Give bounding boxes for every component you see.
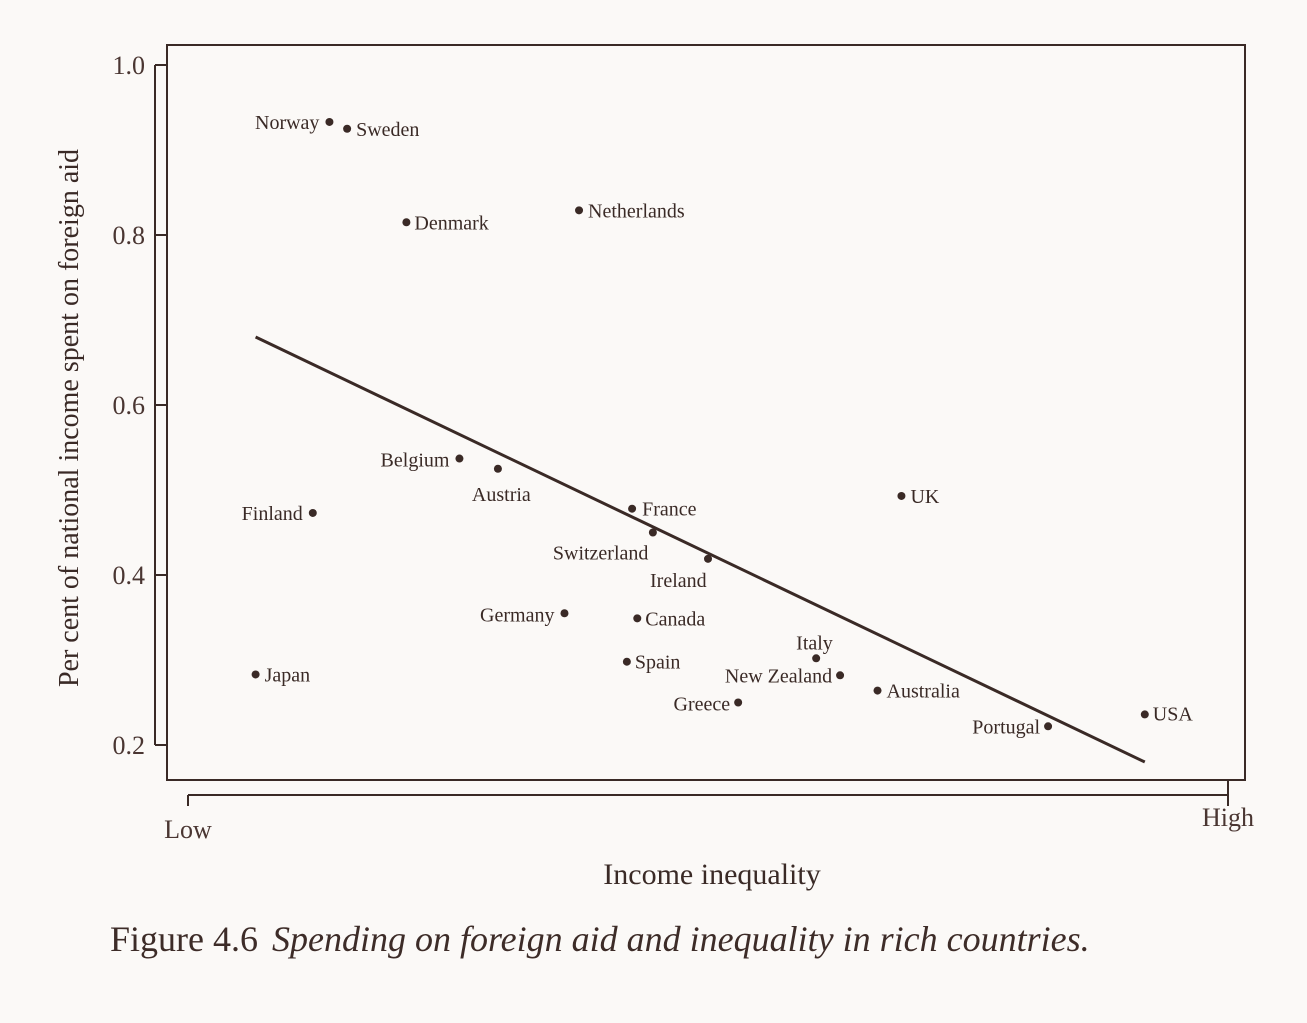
point-label-uk: UK <box>910 486 939 508</box>
point-label-japan: Japan <box>265 664 311 686</box>
x-tick-label-low: Low <box>164 815 212 844</box>
point-belgium <box>455 454 464 463</box>
point-finland <box>308 508 317 517</box>
point-greece <box>734 698 743 707</box>
point-label-belgium: Belgium <box>381 450 450 472</box>
point-netherlands <box>575 206 584 215</box>
points-layer: Norway Sweden Denmark Netherlands Belgium Aus… <box>242 112 1194 738</box>
y-tick-label: 0.6 <box>113 391 146 420</box>
y-tick-label: 1.0 <box>113 51 146 80</box>
point-label-spain: Spain <box>635 652 681 674</box>
point-ireland <box>704 554 712 563</box>
point-label-portugal: Portugal <box>972 716 1040 738</box>
point-australia <box>873 686 882 695</box>
point-uk <box>897 491 906 500</box>
point-label-sweden: Sweden <box>356 119 419 141</box>
x-axis: Low High Income inequality <box>164 780 1254 891</box>
trend-line <box>254 335 1146 764</box>
point-denmark <box>402 218 411 227</box>
point-portugal <box>1044 722 1053 731</box>
y-tick-label: 0.2 <box>113 731 146 760</box>
figure-number: Figure 4.6 <box>110 919 258 959</box>
point-germany <box>560 609 569 618</box>
point-label-germany: Germany <box>480 604 554 626</box>
x-tick-label-high: High <box>1202 803 1254 832</box>
figure-caption: Figure 4.6 Spending on foreign aid and in… <box>110 918 1090 960</box>
point-spain <box>622 657 631 666</box>
point-label-switzerland: Switzerland <box>553 543 649 565</box>
point-label-new-zealand: New Zealand <box>725 665 832 687</box>
point-usa <box>1140 710 1149 719</box>
point-japan <box>251 670 260 679</box>
y-axis: 1.0 0.8 0.6 0.4 0.2 <box>113 51 167 760</box>
point-italy <box>812 654 821 663</box>
x-axis-title: Income inequality <box>603 858 820 891</box>
plot-frame <box>166 44 1246 781</box>
point-switzerland <box>648 528 657 537</box>
point-austria <box>493 464 502 473</box>
point-sweden <box>343 124 352 133</box>
point-label-finland: Finland <box>242 503 303 525</box>
point-norway <box>325 117 334 126</box>
point-label-greece: Greece <box>674 694 731 716</box>
point-new-zealand <box>836 671 845 680</box>
y-axis-title: Per cent of national income spent on for… <box>54 149 85 687</box>
point-label-france: France <box>642 499 697 521</box>
y-tick-label: 0.4 <box>113 561 146 590</box>
point-france <box>628 504 637 513</box>
point-label-netherlands: Netherlands <box>588 200 685 222</box>
point-label-italy: Italy <box>796 632 833 654</box>
figure-title: Spending on foreign aid and inequality i… <box>272 919 1090 959</box>
point-label-canada: Canada <box>645 608 705 630</box>
point-label-norway: Norway <box>255 112 319 134</box>
point-canada <box>633 614 642 623</box>
point-label-usa: USA <box>1153 703 1194 725</box>
y-tick-label: 0.8 <box>113 221 146 250</box>
trend-layer <box>254 335 1146 764</box>
point-label-ireland: Ireland <box>650 570 707 592</box>
point-label-denmark: Denmark <box>414 212 488 234</box>
point-label-austria: Austria <box>472 484 531 506</box>
point-label-australia: Australia <box>887 681 960 703</box>
